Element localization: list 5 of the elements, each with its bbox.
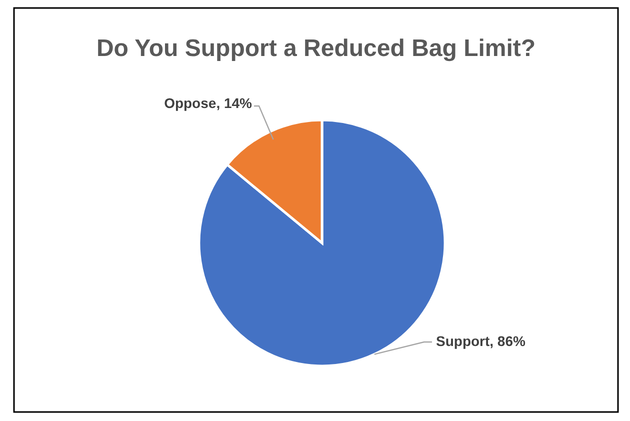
slice-label: Support	[436, 332, 490, 349]
data-label: , 14%	[216, 94, 253, 111]
data-label: , 86%	[490, 332, 526, 349]
slice-label: Oppose	[164, 94, 216, 111]
chart-title: Do You Support a Reduced Bag Limit?	[96, 35, 536, 62]
